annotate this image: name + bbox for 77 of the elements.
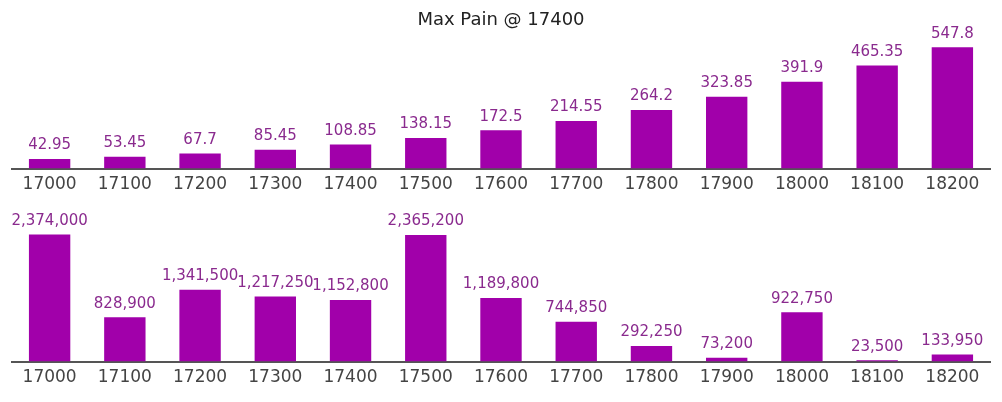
x-tick-label: 17100 — [97, 173, 152, 194]
x-tick-label: 17600 — [473, 366, 529, 387]
data-label: 323.85 — [700, 73, 753, 92]
x-tick-label: 17500 — [398, 366, 453, 387]
x-tick-label: 17700 — [549, 366, 604, 387]
x-tick-label: 17900 — [699, 173, 754, 194]
data-label: 828,900 — [93, 293, 156, 312]
data-label: 53.45 — [103, 133, 147, 152]
bar — [405, 137, 447, 169]
x-tick-label: 17200 — [173, 366, 228, 387]
x-tick-label: 18100 — [850, 366, 905, 387]
data-label: 214.55 — [549, 97, 603, 116]
data-label: 85.45 — [253, 126, 297, 145]
data-label: 2,374,000 — [11, 210, 88, 229]
x-tick-label: 17000 — [22, 366, 77, 387]
data-label: 42.95 — [28, 135, 72, 154]
bar — [856, 65, 898, 169]
bar — [179, 289, 221, 362]
x-tick-label: 17600 — [473, 173, 529, 194]
bar — [104, 317, 146, 362]
bar — [555, 321, 597, 362]
bar — [781, 81, 823, 169]
x-tick-label: 17300 — [248, 366, 303, 387]
data-label: 108.85 — [324, 120, 377, 139]
bar — [254, 149, 296, 169]
data-label: 138.15 — [399, 114, 453, 133]
data-label: 23,500 — [850, 336, 904, 355]
x-tick-label: 17100 — [97, 366, 152, 387]
x-tick-label: 18200 — [925, 173, 980, 194]
x-tick-label: 17400 — [323, 173, 378, 194]
data-label: 1,152,800 — [312, 276, 389, 295]
data-label: 2,365,200 — [387, 211, 464, 230]
x-tick-label: 17900 — [699, 366, 754, 387]
bar — [630, 345, 673, 362]
x-tick-label: 17300 — [248, 173, 303, 194]
x-tick-label: 17000 — [22, 173, 77, 194]
bar — [329, 144, 372, 169]
data-label: 172.5 — [479, 106, 523, 125]
bar — [480, 297, 522, 362]
bar — [405, 234, 447, 362]
data-label: 292,250 — [620, 322, 683, 341]
bar — [329, 299, 372, 362]
data-label: 1,217,250 — [237, 272, 314, 291]
data-label: 73,200 — [700, 334, 753, 353]
data-label: 264.2 — [629, 86, 673, 105]
x-tick-label: 18200 — [925, 366, 980, 387]
bar — [781, 312, 823, 362]
data-label: 133,950 — [921, 330, 984, 349]
data-label: 1,189,800 — [462, 274, 540, 293]
bar — [28, 159, 71, 169]
bar — [931, 354, 974, 362]
x-tick-label: 17800 — [624, 173, 679, 194]
bar — [555, 121, 597, 169]
x-tick-label: 17700 — [549, 173, 604, 194]
x-tick-label: 17800 — [624, 366, 679, 387]
data-label: 547.8 — [930, 23, 974, 42]
bar — [28, 234, 71, 362]
x-tick-label: 17400 — [323, 366, 378, 387]
data-label: 67.7 — [183, 129, 217, 148]
bar — [706, 96, 748, 169]
x-tick-label: 18000 — [774, 173, 829, 194]
data-label: 465.35 — [850, 41, 904, 60]
data-label: 1,341,500 — [161, 266, 239, 285]
bar — [104, 156, 146, 169]
bar — [931, 47, 974, 169]
data-label: 391.9 — [780, 58, 824, 77]
x-tick-label: 17200 — [173, 173, 228, 194]
x-tick-label: 17500 — [398, 173, 453, 194]
bar — [179, 153, 221, 169]
data-label: 922,750 — [770, 288, 833, 307]
x-tick-label: 18000 — [774, 366, 829, 387]
x-tick-label: 18100 — [850, 173, 905, 194]
bar — [630, 110, 673, 169]
bar — [254, 296, 296, 362]
bar — [480, 130, 522, 169]
data-label: 744,850 — [545, 298, 608, 317]
chart-title: Max Pain @ 17400 — [417, 8, 585, 30]
